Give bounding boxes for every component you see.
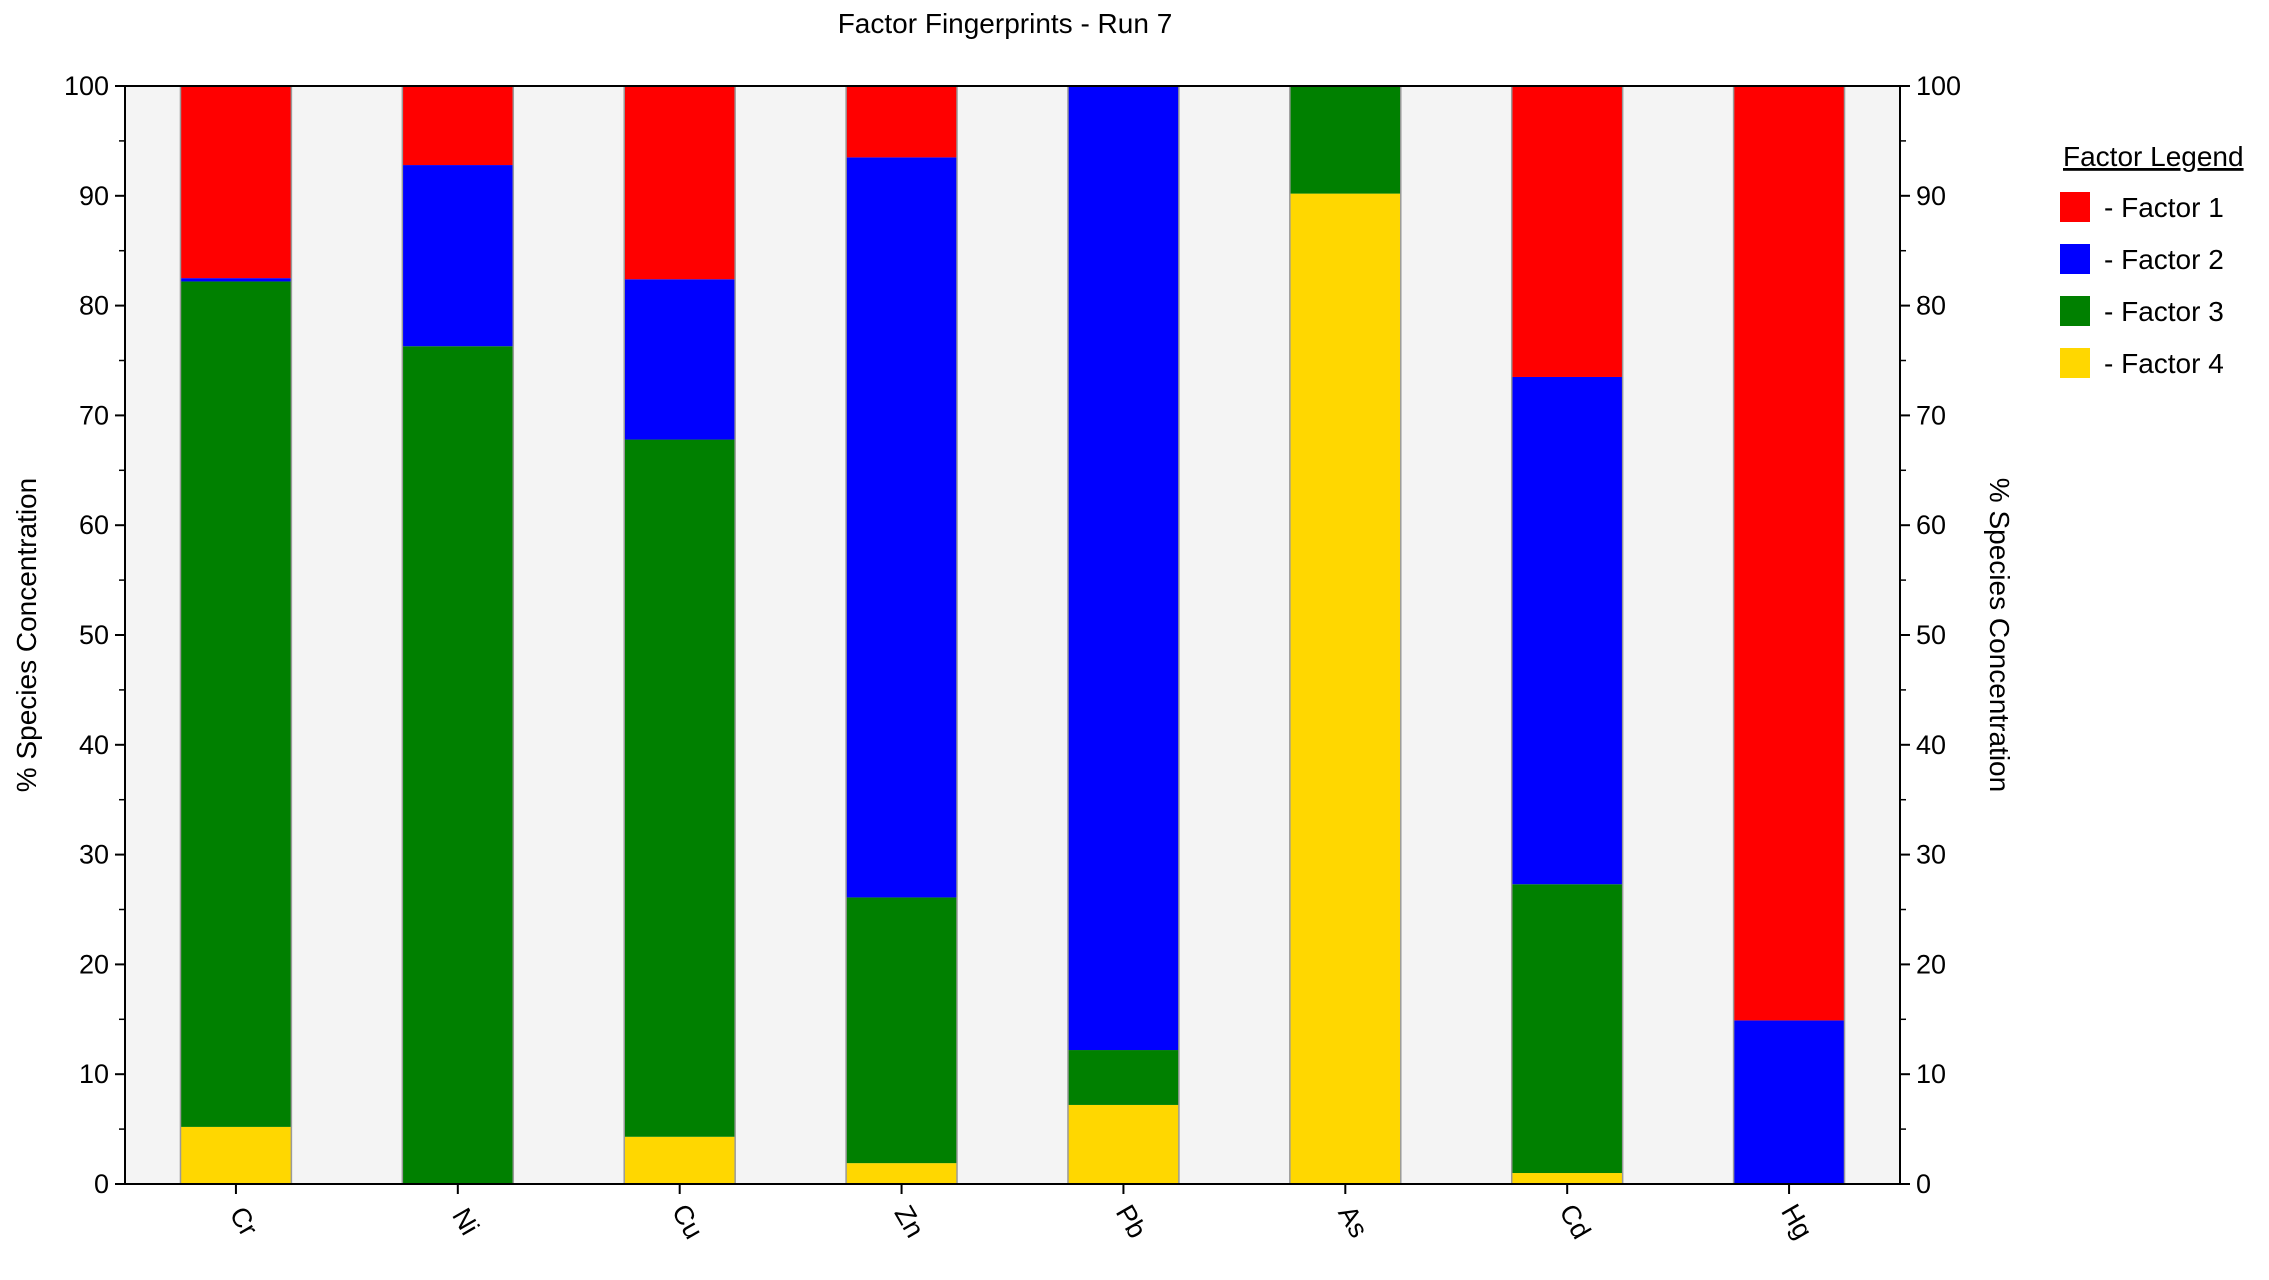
legend-swatch-factor-2 bbox=[2060, 244, 2090, 274]
legend-swatch-factor-1 bbox=[2060, 192, 2090, 222]
bar-segment-cd-factor-1 bbox=[1511, 86, 1623, 377]
plot-area bbox=[125, 86, 1900, 1184]
bar-segment-ni-factor-1 bbox=[402, 86, 514, 166]
y-tick-label-left: 100 bbox=[64, 71, 109, 101]
bar-segment-ni-factor-2 bbox=[402, 165, 514, 347]
bar-segment-as-factor-4 bbox=[1289, 193, 1401, 1184]
bar-segment-zn-factor-4 bbox=[846, 1163, 958, 1184]
legend-swatch-factor-4 bbox=[2060, 348, 2090, 378]
y-tick-label-right: 20 bbox=[1916, 949, 1946, 979]
plot-background bbox=[125, 86, 1900, 1184]
bar-segment-zn-factor-3 bbox=[846, 897, 958, 1164]
bar-segment-cu-factor-4 bbox=[624, 1136, 736, 1184]
bar-segment-ni-factor-3 bbox=[402, 346, 514, 1184]
y-tick-label-left: 40 bbox=[79, 730, 109, 760]
y-tick-label-left: 80 bbox=[79, 291, 109, 321]
legend-swatch-factor-3 bbox=[2060, 296, 2090, 326]
bar-segment-cd-factor-3 bbox=[1511, 884, 1623, 1174]
legend-label-factor-1: - Factor 1 bbox=[2104, 192, 2224, 223]
legend-label-factor-4: - Factor 4 bbox=[2104, 348, 2224, 379]
y-tick-label-right: 100 bbox=[1916, 71, 1961, 101]
y-tick-label-left: 90 bbox=[79, 181, 109, 211]
y-tick-label-left: 30 bbox=[79, 840, 109, 870]
y-tick-label-left: 10 bbox=[79, 1059, 109, 1089]
y-tick-label-right: 10 bbox=[1916, 1059, 1946, 1089]
y-tick-label-right: 70 bbox=[1916, 400, 1946, 430]
bar-segment-pb-factor-3 bbox=[1067, 1050, 1179, 1105]
y-tick-label-right: 0 bbox=[1916, 1169, 1931, 1199]
bar-segment-pb-factor-4 bbox=[1067, 1104, 1179, 1184]
y-tick-label-right: 30 bbox=[1916, 840, 1946, 870]
bars-group bbox=[179, 85, 1846, 1185]
bar-segment-cu-factor-1 bbox=[624, 86, 736, 280]
y-tick-label-right: 50 bbox=[1916, 620, 1946, 650]
bar-segment-cr-factor-2 bbox=[180, 278, 292, 282]
legend-title: Factor Legend bbox=[2063, 141, 2244, 172]
bar-segment-hg-factor-1 bbox=[1733, 86, 1845, 1021]
bar-segment-cu-factor-2 bbox=[624, 279, 736, 440]
legend-label-factor-3: - Factor 3 bbox=[2104, 296, 2224, 327]
bar-segment-zn-factor-2 bbox=[846, 157, 958, 898]
y-tick-label-left: 0 bbox=[94, 1169, 109, 1199]
y-tick-label-right: 90 bbox=[1916, 181, 1946, 211]
y-tick-label-left: 20 bbox=[79, 949, 109, 979]
legend-label-factor-2: - Factor 2 bbox=[2104, 244, 2224, 275]
y-tick-label-left: 60 bbox=[79, 510, 109, 540]
bar-segment-cr-factor-1 bbox=[180, 86, 292, 279]
y-tick-label-left: 70 bbox=[79, 400, 109, 430]
legend: Factor Legend - Factor 1 - Factor 2 - Fact… bbox=[2060, 141, 2244, 379]
y-tick-label-left: 50 bbox=[79, 620, 109, 650]
bar-segment-as-factor-3 bbox=[1289, 86, 1401, 194]
chart-title: Factor Fingerprints - Run 7 bbox=[838, 8, 1173, 39]
bar-segment-cd-factor-2 bbox=[1511, 376, 1623, 885]
y-tick-label-right: 60 bbox=[1916, 510, 1946, 540]
bar-segment-cr-factor-3 bbox=[180, 281, 292, 1127]
bar-segment-zn-factor-1 bbox=[846, 86, 958, 158]
bar-segment-pb-factor-2 bbox=[1067, 86, 1179, 1051]
bar-segment-hg-factor-2 bbox=[1733, 1020, 1845, 1184]
bar-segment-cd-factor-4 bbox=[1511, 1173, 1623, 1184]
y-axis-title-left: % Species Concentration bbox=[11, 478, 42, 792]
y-tick-label-right: 80 bbox=[1916, 291, 1946, 321]
y-tick-label-right: 40 bbox=[1916, 730, 1946, 760]
bar-segment-cr-factor-4 bbox=[180, 1126, 292, 1184]
y-axis-title-right: % Species Concentration bbox=[1984, 478, 2015, 792]
bar-segment-cu-factor-3 bbox=[624, 439, 736, 1137]
